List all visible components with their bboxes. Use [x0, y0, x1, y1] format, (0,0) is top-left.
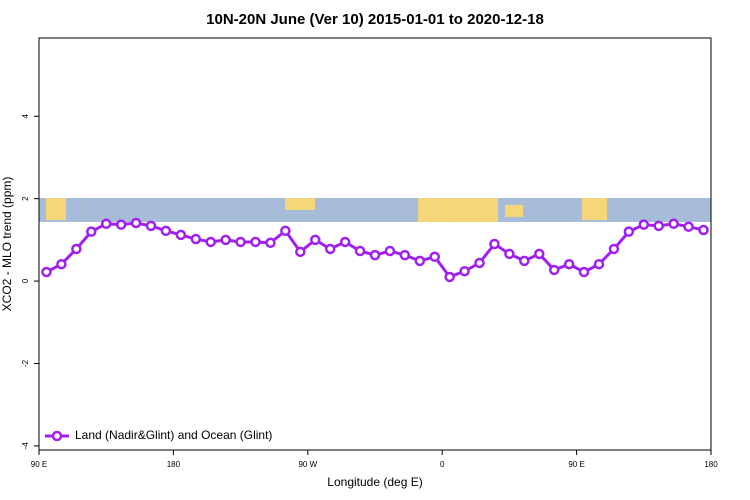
data-point — [190, 233, 202, 245]
data-point — [623, 226, 635, 237]
y-tick-label: -2 — [21, 359, 30, 367]
data-point — [160, 225, 172, 237]
legend-label: Land (Nadir&Glint) and Ocean (Glint) — [75, 428, 272, 442]
x-tick-label: 90 E — [31, 460, 47, 469]
x-tick-label: 180 — [704, 460, 718, 469]
y-tick-label: -4 — [21, 442, 30, 450]
data-point — [534, 248, 545, 260]
chart-title: 10N-20N June (Ver 10) 2015-01-01 to 2020… — [206, 11, 544, 28]
data-point — [100, 218, 112, 230]
data-point — [519, 255, 530, 267]
data-point — [384, 245, 396, 257]
legend-marker — [51, 430, 63, 442]
data-point — [354, 245, 366, 257]
data-point — [638, 219, 650, 230]
data-point — [548, 264, 560, 276]
data-point — [145, 220, 157, 232]
plot-frame — [38, 37, 712, 451]
data-point — [130, 217, 142, 229]
map-band — [39, 198, 711, 222]
data-point — [459, 265, 470, 277]
data-point — [295, 246, 306, 258]
data-point — [56, 258, 67, 270]
data-point — [489, 238, 500, 250]
data-point — [414, 255, 426, 267]
data-point — [578, 266, 590, 278]
data-point — [474, 257, 485, 269]
data-point — [668, 218, 679, 230]
data-point — [698, 224, 709, 236]
data-point — [205, 236, 216, 248]
data-point — [683, 221, 694, 232]
data-point — [250, 236, 261, 248]
data-point — [175, 229, 187, 241]
x-tick-label: 0 — [440, 460, 445, 469]
data-point — [71, 243, 82, 255]
data-point — [220, 234, 231, 246]
data-point — [504, 248, 515, 260]
data-point — [265, 237, 276, 249]
data-point — [563, 258, 575, 270]
data-point — [324, 243, 336, 255]
y-axis-label: XCO2 - MLO trend (ppm) — [0, 177, 14, 312]
data-point — [86, 226, 97, 237]
data-point — [444, 271, 455, 283]
data-point — [369, 249, 381, 261]
data-point — [593, 258, 605, 270]
data-point — [339, 236, 351, 248]
x-axis-label: Longitude (deg E) — [327, 475, 422, 489]
data-point — [310, 234, 321, 246]
data-point — [41, 266, 52, 278]
data-point — [115, 219, 127, 230]
y-tick-label: 0 — [21, 278, 30, 283]
data-point — [653, 220, 664, 232]
x-tick-label: 90 W — [298, 460, 317, 469]
data-point — [280, 225, 291, 237]
data-point — [235, 236, 246, 248]
x-tick-label: 180 — [167, 460, 181, 469]
data-point — [399, 249, 411, 261]
y-tick-label: 4 — [21, 114, 30, 119]
data-point — [429, 251, 440, 263]
data-point — [608, 243, 620, 255]
y-tick-label: 2 — [21, 196, 30, 201]
x-tick-label: 90 E — [568, 460, 584, 469]
